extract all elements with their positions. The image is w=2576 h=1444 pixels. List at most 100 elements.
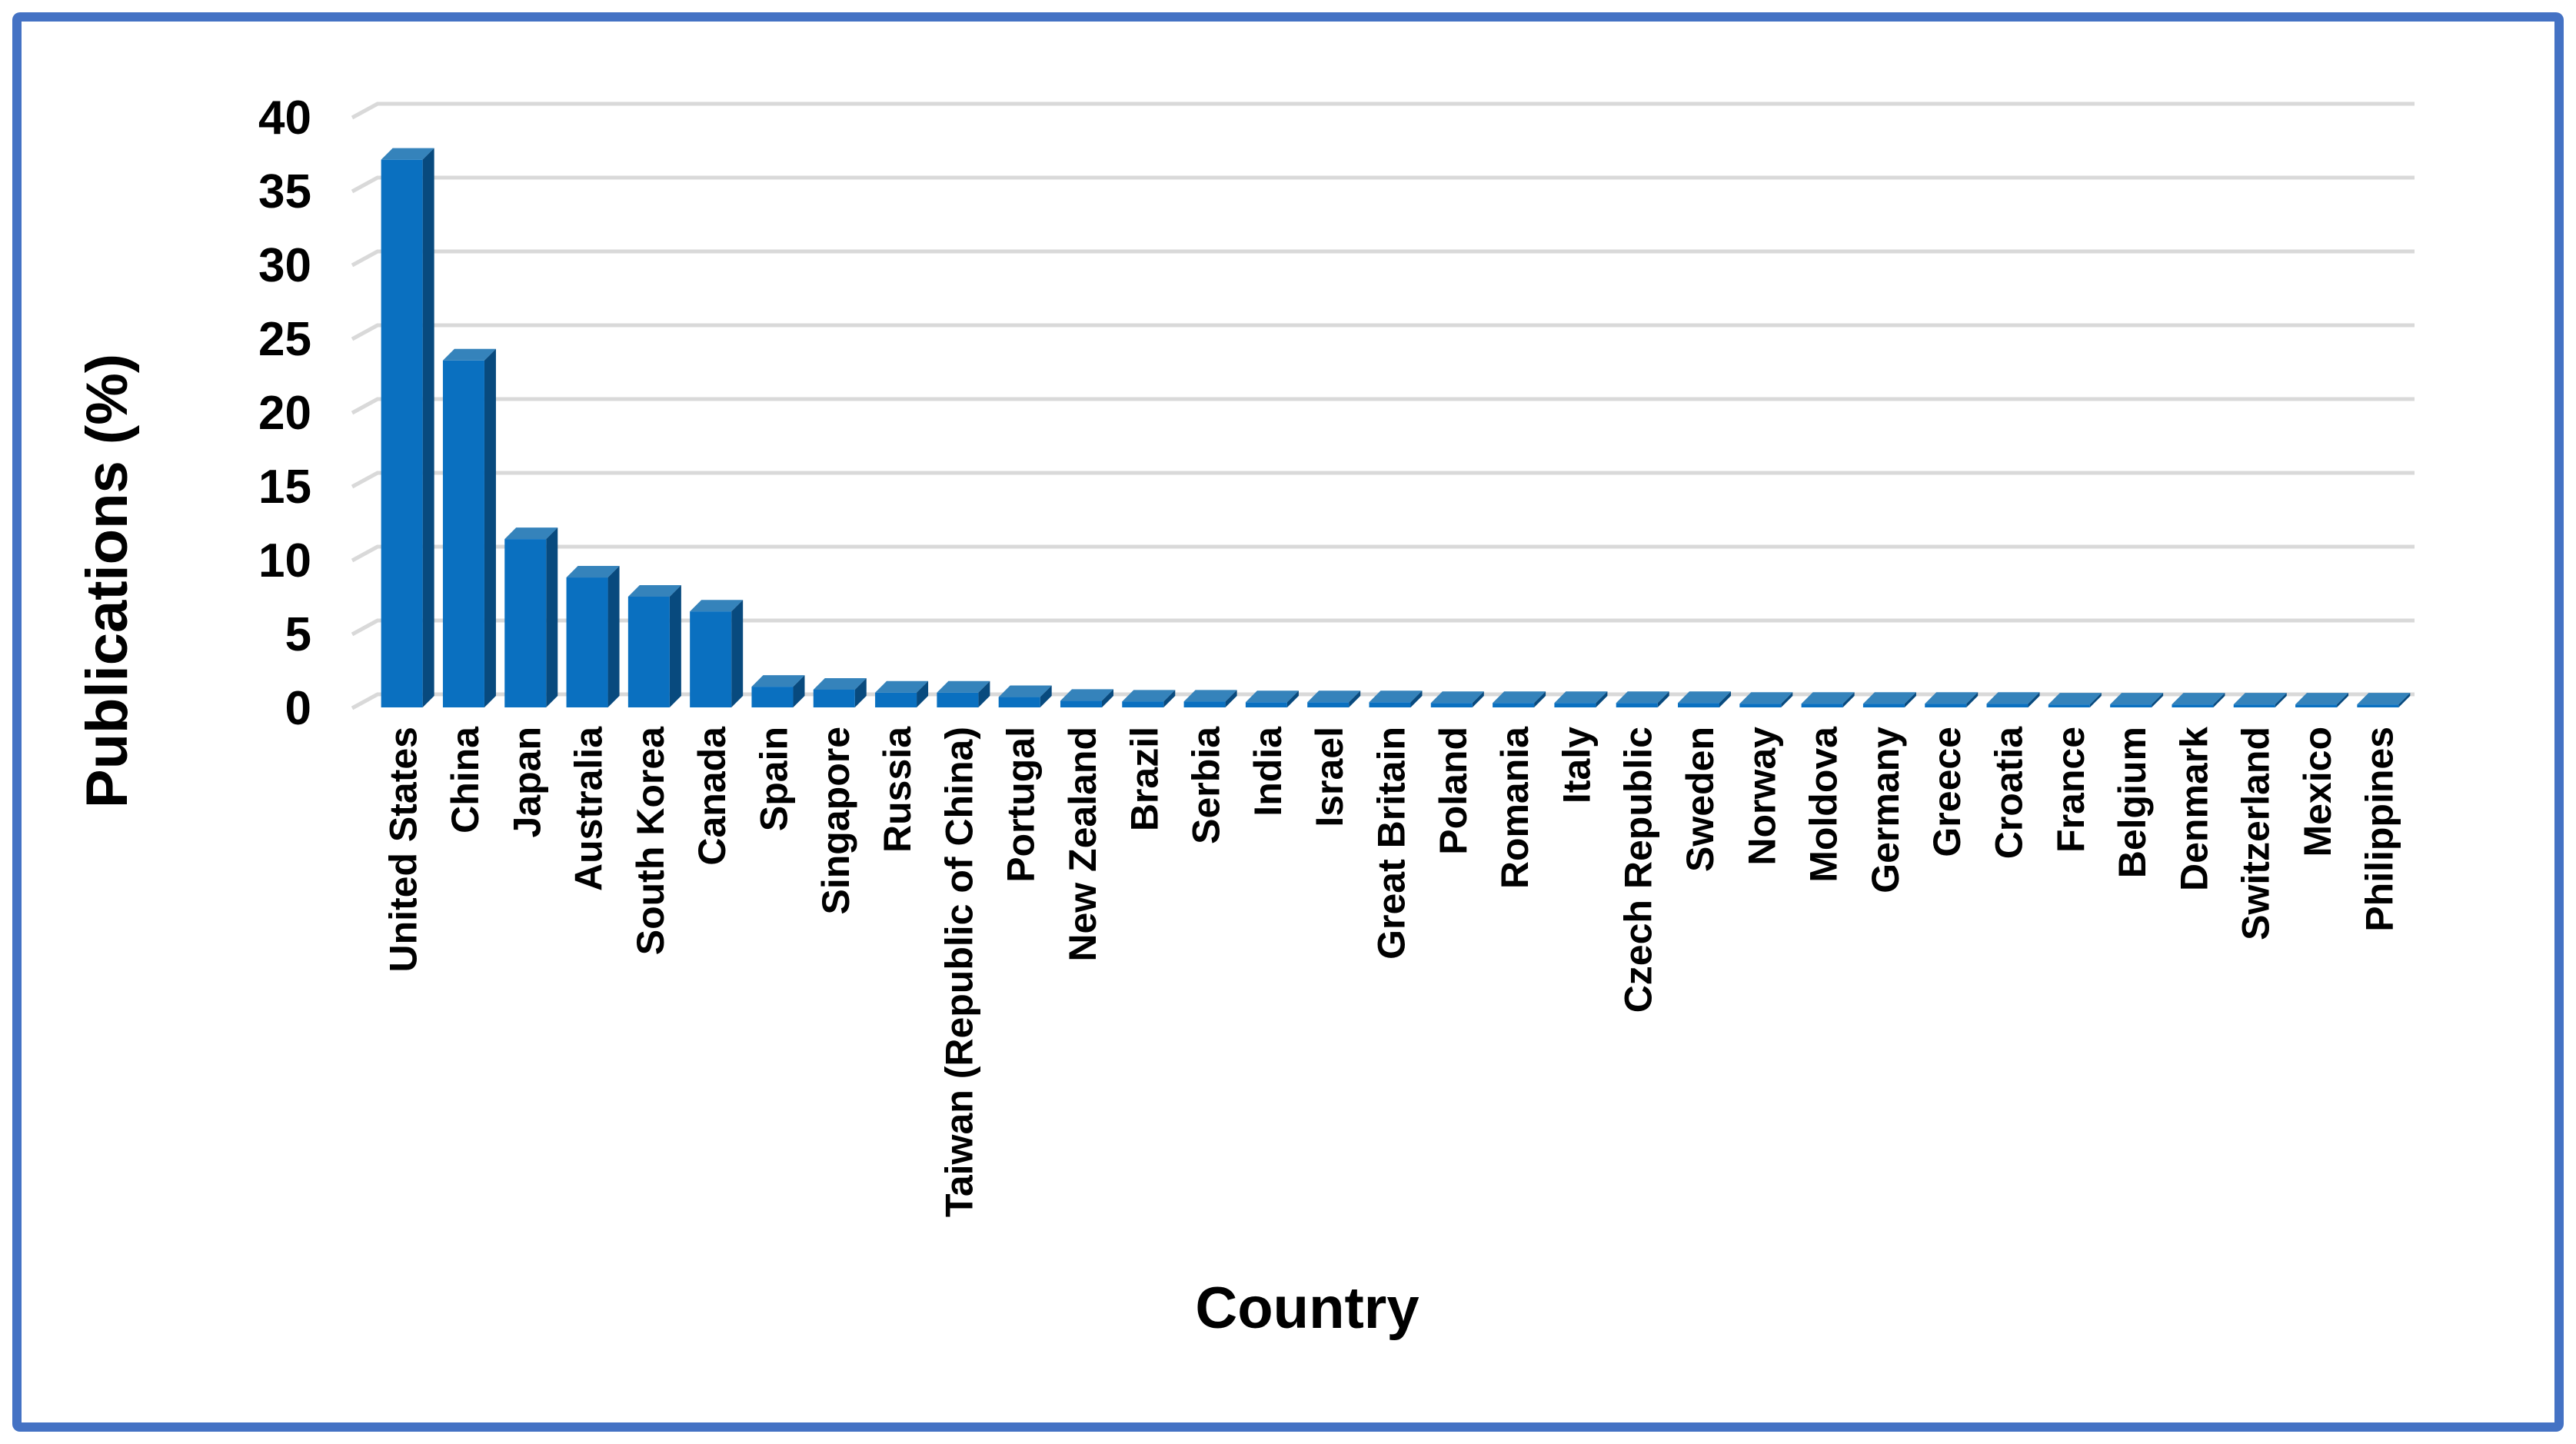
bar-side-face: [2089, 693, 2102, 707]
bar-top-face: [998, 685, 1052, 697]
x-axis-label: Poland: [1432, 727, 1475, 855]
bar: [1616, 703, 1658, 707]
y-axis-tick: [351, 471, 379, 489]
y-axis-tick: [351, 618, 379, 637]
y-axis-title-text: Publications (%): [75, 353, 141, 808]
bar-top-face: [2048, 693, 2102, 705]
x-axis-label: Belgium: [2111, 727, 2154, 878]
x-axis-label: Italy: [1555, 727, 1598, 804]
bar-top-face: [1986, 692, 2040, 704]
x-axis-label: Sweden: [1679, 727, 1722, 872]
bar-top-face: [2233, 693, 2287, 705]
y-tick-label: 5: [285, 608, 311, 661]
bar-side-face: [607, 566, 620, 707]
x-axis-label: China: [444, 726, 487, 833]
y-axis-tick: [351, 249, 379, 268]
x-axis-title: Country: [1195, 1276, 1419, 1341]
bar-side-face: [1781, 692, 1793, 707]
bar-side-face: [1719, 691, 1732, 707]
bar: [1493, 703, 1535, 707]
bar: [1801, 704, 1843, 707]
x-axis-label: Brazil: [1123, 727, 1166, 831]
bar-top-face: [504, 527, 558, 540]
bar: [1183, 701, 1226, 707]
bar-side-face: [1349, 690, 1361, 707]
bar-side-face: [1101, 689, 1113, 707]
bar-side-face: [484, 348, 496, 707]
bar-side-face: [1596, 691, 1608, 707]
bar-side-face: [793, 675, 805, 707]
x-axis-label: Canada: [691, 726, 734, 866]
x-axis-label: Singapore: [814, 727, 857, 914]
bar-top-face: [381, 148, 434, 160]
bar: [1862, 704, 1905, 707]
x-axis-label: Switzerland: [2235, 727, 2278, 940]
bar-side-face: [1472, 691, 1484, 707]
bar-side-face: [1842, 692, 1855, 707]
x-axis-label: Philippines: [2358, 727, 2401, 932]
y-axis-tick: [351, 323, 379, 341]
bar: [2172, 704, 2214, 707]
bar-top-face: [2357, 693, 2411, 705]
bar: [442, 360, 484, 707]
bar-top-face: [1245, 690, 1299, 703]
bar-side-face: [1286, 690, 1299, 707]
bar: [566, 577, 608, 707]
bar: [504, 539, 547, 707]
bar: [690, 611, 732, 707]
bar-side-face: [1904, 692, 1916, 707]
x-axis-label: United States: [382, 727, 425, 973]
y-axis-tick: [351, 397, 379, 415]
x-axis-label: Israel: [1308, 727, 1351, 827]
y-tick-label: 20: [258, 387, 311, 440]
bar-top-face: [1493, 691, 1546, 704]
x-axis-label: India: [1246, 726, 1290, 817]
bar-top-face: [2295, 693, 2349, 705]
x-axis-label: Taiwan (Republic of China): [937, 727, 980, 1217]
bar: [751, 687, 794, 707]
bar-side-face: [1225, 690, 1237, 707]
bar: [2110, 704, 2152, 707]
bar: [998, 697, 1040, 707]
bar-side-face: [2213, 693, 2225, 707]
bar-top-face: [627, 585, 681, 597]
bar-side-face: [1040, 685, 1052, 707]
bar-side-face: [2398, 693, 2411, 707]
bar-side-face: [422, 148, 434, 707]
bar-top-face: [875, 680, 929, 693]
bar-side-face: [1410, 690, 1423, 707]
y-tick-label: 10: [258, 534, 311, 587]
x-axis-label: Great Britain: [1370, 727, 1413, 960]
y-tick-label: 0: [285, 682, 311, 735]
bar: [1430, 703, 1473, 707]
y-axis-tick: [351, 692, 379, 710]
bar-top-face: [1616, 691, 1669, 704]
bar-top-face: [1183, 690, 1237, 702]
bar-top-face: [1430, 691, 1484, 704]
bar: [1678, 703, 1720, 707]
bar-top-face: [1678, 691, 1732, 704]
x-axis-label: Portugal: [1000, 727, 1043, 883]
x-axis-label: Norway: [1740, 727, 1783, 866]
bar: [2048, 704, 2090, 707]
x-axis-label: Serbia: [1185, 726, 1228, 844]
bar: [2295, 704, 2338, 707]
bar: [1122, 701, 1164, 707]
y-axis-tick: [351, 101, 379, 120]
bar-side-face: [2152, 693, 2164, 707]
x-axis-label: South Korea: [629, 726, 672, 955]
bar-top-face: [1060, 689, 1113, 701]
bar-top-face: [1739, 692, 1793, 704]
y-tick-label: 15: [258, 461, 311, 514]
bar-side-face: [1966, 692, 1979, 707]
bar-side-face: [917, 680, 929, 707]
bar: [2233, 704, 2275, 707]
bar-top-face: [751, 675, 805, 687]
bar-top-face: [2172, 693, 2225, 705]
x-axis-label: Germany: [1864, 727, 1907, 893]
bar-top-face: [1801, 692, 1855, 704]
bar-side-face: [1657, 691, 1669, 707]
x-axis-label: Japan: [505, 727, 548, 838]
bar-top-face: [566, 566, 620, 578]
bar: [1739, 704, 1782, 707]
